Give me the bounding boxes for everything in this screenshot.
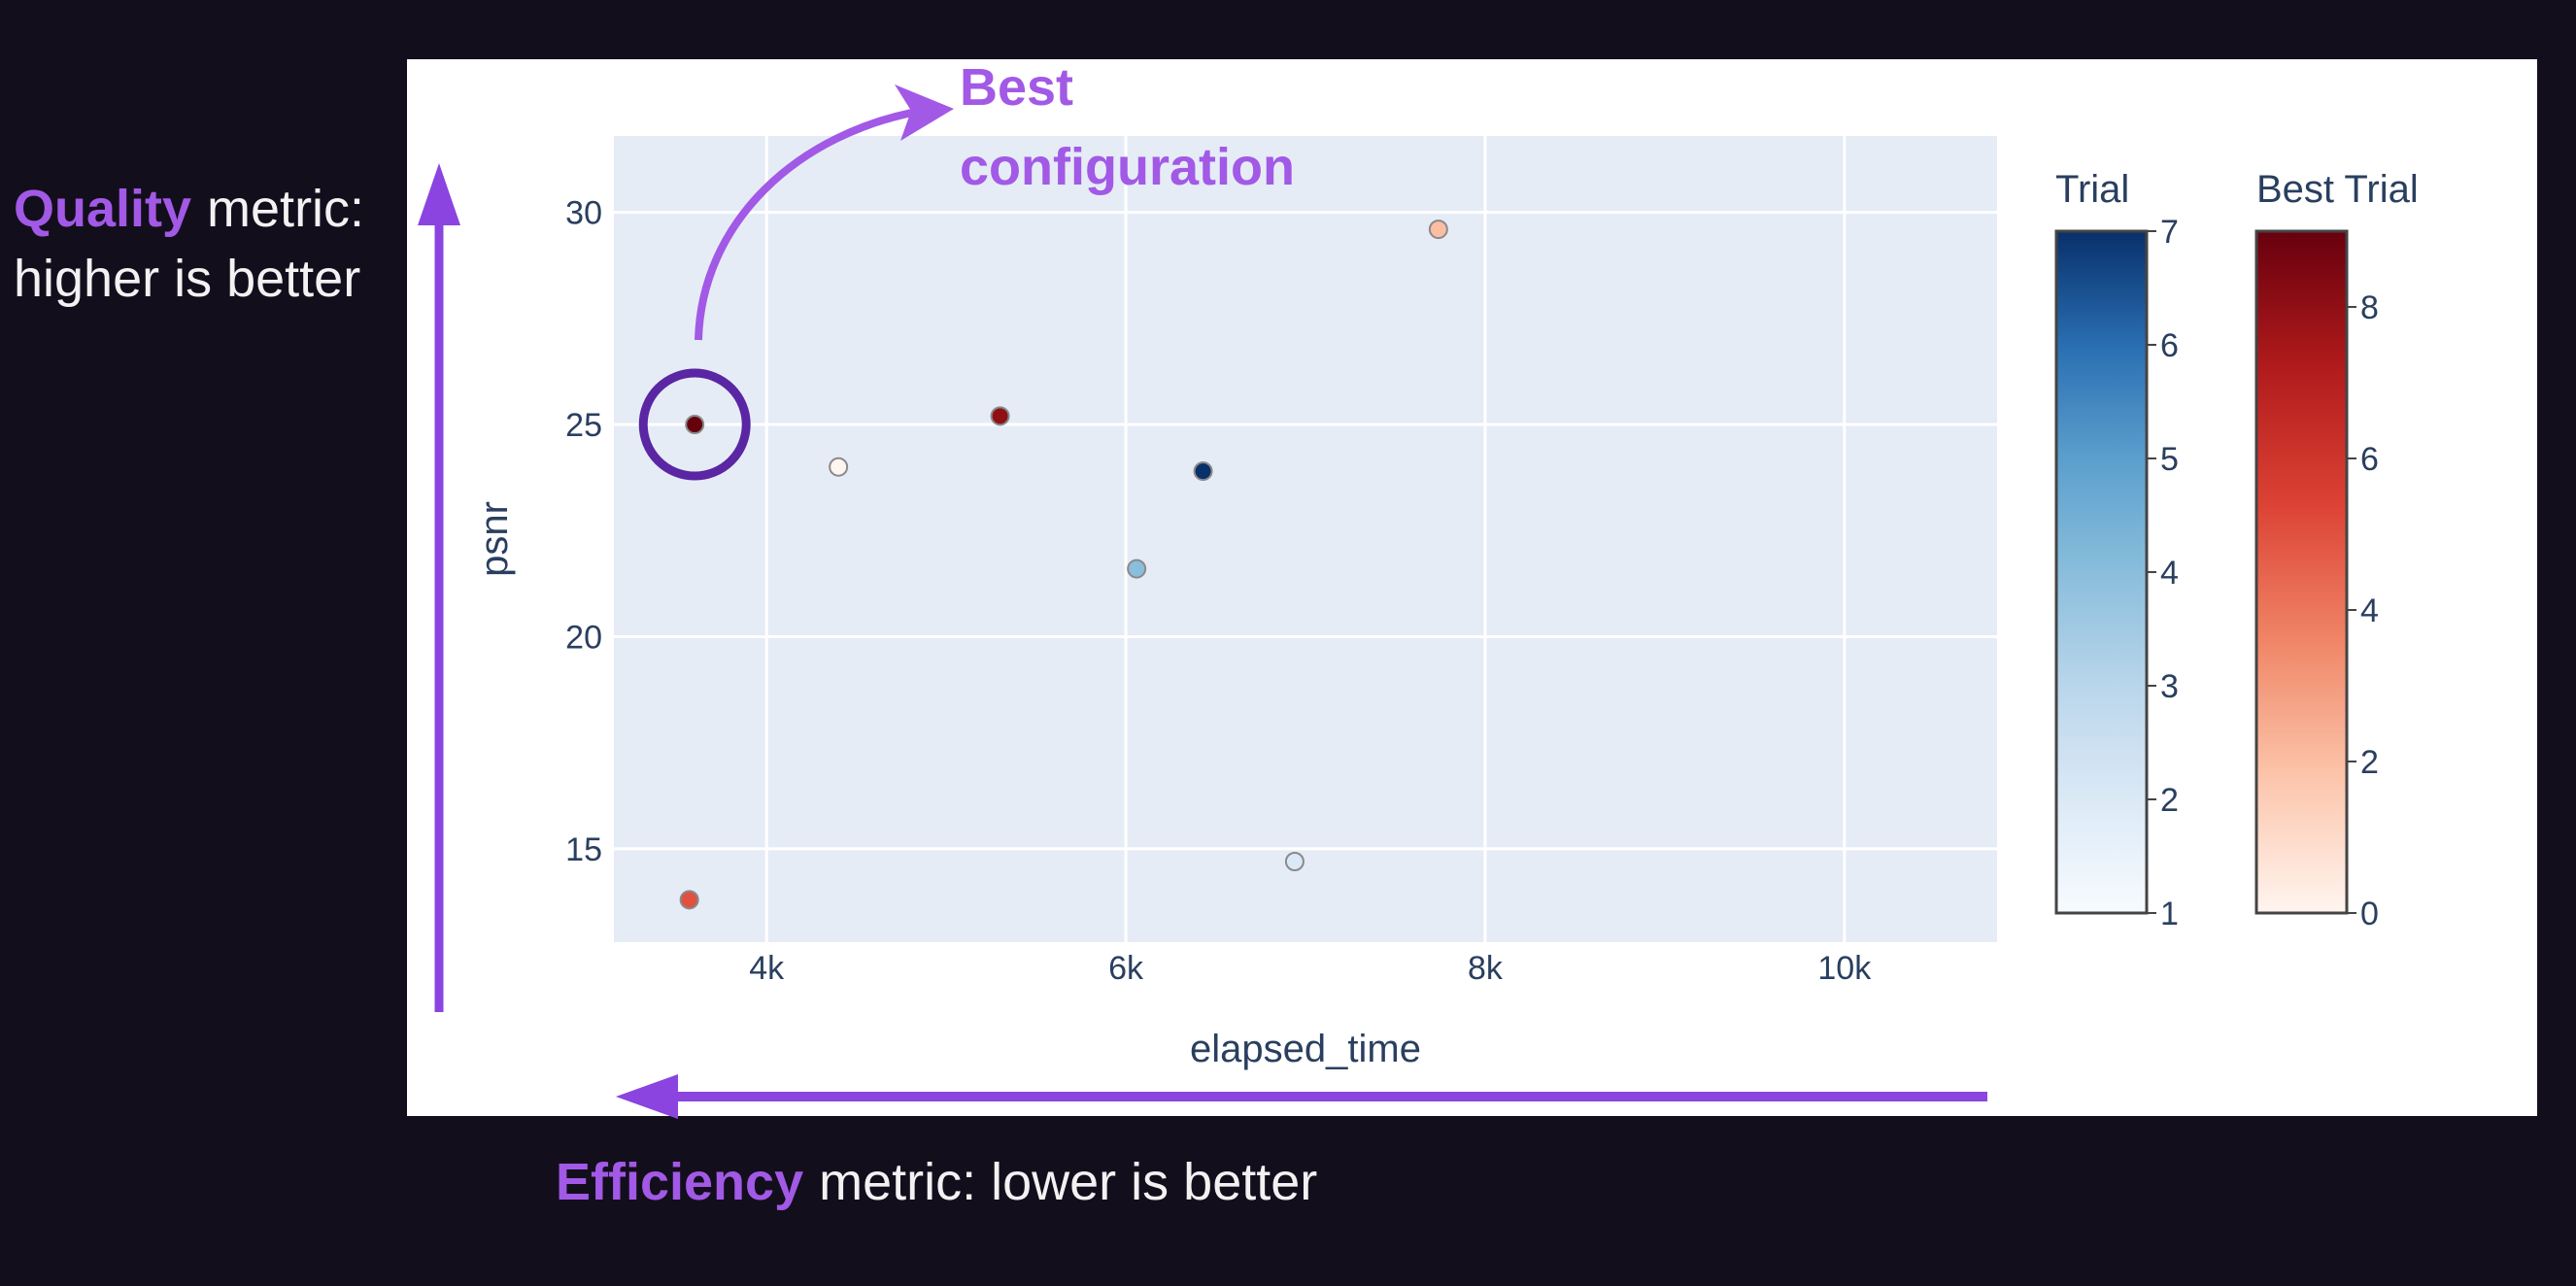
colorbar-tick-label: 4 — [2160, 555, 2179, 592]
x-tick-label: 6k — [1108, 950, 1144, 987]
scatter-point — [829, 457, 849, 477]
x-axis-title: elapsed_time — [1190, 1028, 1421, 1070]
best-configuration-arrow — [695, 106, 929, 341]
best-configuration-label-line1: Best — [960, 58, 1073, 117]
efficiency-metric-text: metric: lower is better — [819, 1153, 1317, 1211]
scatter-point — [1127, 558, 1147, 579]
quality-annotation-line1: Quality metric: — [14, 180, 364, 238]
colorbar-tick-label: 0 — [2360, 896, 2379, 932]
colorbar-tick-label: 5 — [2160, 441, 2179, 478]
scatter-point — [1428, 220, 1448, 240]
efficiency-annotation: Efficiency metric: lower is better — [556, 1153, 1317, 1211]
colorbar-tick-label: 6 — [2160, 327, 2179, 364]
x-tick-label: 4k — [749, 950, 785, 987]
colorbar-tick-label: 8 — [2360, 289, 2379, 326]
scatter-point — [1284, 852, 1305, 871]
y-tick-label: 20 — [565, 619, 602, 656]
y-axis-title: psnr — [473, 501, 516, 577]
y-tick-label: 30 — [565, 195, 602, 232]
y-tick-label: 15 — [565, 831, 602, 868]
scatter-point — [685, 415, 705, 435]
y-tick-labels: 15 20 25 30 — [565, 195, 602, 868]
colorbar-best-trial-title: Best Trial — [2256, 168, 2419, 211]
colorbar-best-trial-ticks: 0 2 4 6 8 — [2347, 289, 2379, 932]
efficiency-label: Efficiency — [556, 1153, 803, 1211]
quality-annotation-line2: higher is better — [14, 250, 360, 308]
colorbar-tick-label: 6 — [2360, 441, 2379, 478]
scatter-point — [679, 890, 699, 910]
x-tick-label: 10k — [1817, 950, 1872, 987]
colorbar-tick-label: 7 — [2160, 214, 2179, 251]
colorbar-best-trial — [2254, 229, 2349, 915]
colorbar-trial-ticks: 1 2 3 4 5 6 7 — [2147, 214, 2179, 932]
y-tick-label: 25 — [565, 407, 602, 444]
colorbar-tick-label: 2 — [2360, 744, 2379, 781]
best-configuration-label-line2: configuration — [960, 138, 1295, 196]
best-configuration-ring — [638, 368, 751, 481]
scatter-point — [1193, 461, 1213, 482]
scatter-points — [679, 220, 1448, 910]
colorbar-tick-label: 1 — [2160, 896, 2179, 932]
plot-area — [614, 136, 1997, 942]
efficiency-arrowhead — [616, 1074, 678, 1119]
colorbar-tick-label: 3 — [2160, 668, 2179, 705]
quality-arrowhead — [418, 163, 460, 225]
quality-metric-text: metric: — [207, 180, 364, 238]
colorbar-trial — [2054, 229, 2149, 915]
best-configuration-arrowhead — [895, 85, 954, 141]
x-tick-labels: 4k 6k 8k 10k — [749, 950, 1872, 987]
x-tick-label: 8k — [1468, 950, 1504, 987]
quality-label: Quality — [14, 180, 191, 238]
colorbar-tick-label: 2 — [2160, 782, 2179, 819]
scatter-point — [990, 406, 1010, 426]
grid-lines — [614, 136, 1997, 942]
colorbar-tick-label: 4 — [2360, 592, 2379, 629]
colorbar-trial-title: Trial — [2055, 168, 2129, 211]
